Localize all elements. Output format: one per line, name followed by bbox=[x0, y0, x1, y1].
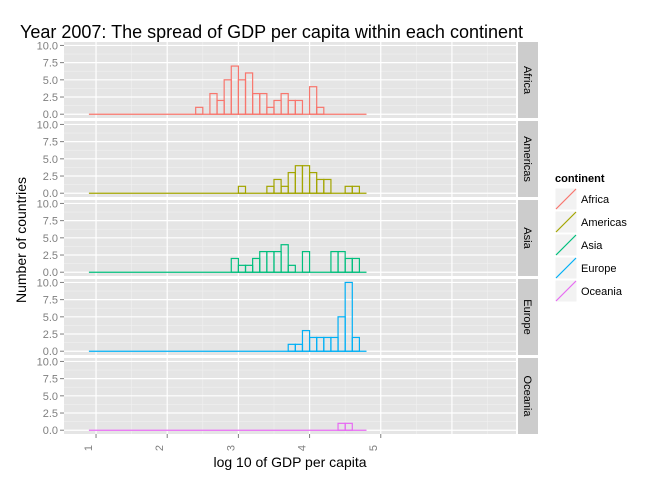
facet-strip bbox=[518, 279, 538, 355]
y-tick-label: 7.5 bbox=[43, 374, 58, 386]
histogram-bar-africa bbox=[259, 92, 268, 115]
histogram-bar-americas bbox=[351, 185, 361, 194]
legend-label: Europe bbox=[581, 263, 616, 275]
y-tick-label: 10.0 bbox=[37, 198, 58, 210]
legend-label: Oceania bbox=[581, 286, 623, 298]
facet-panel-asia: 0.0 2.5 5.0 7.5 10.0 Asia bbox=[37, 198, 538, 279]
legend-title: continent bbox=[555, 173, 605, 185]
legend-label: Asia bbox=[581, 240, 603, 252]
y-tick-label: 5.0 bbox=[43, 233, 58, 245]
legend-item-europe: Europe bbox=[554, 256, 616, 280]
legend-key-mark bbox=[555, 211, 577, 233]
legend-item-americas: Americas bbox=[554, 210, 627, 234]
x-tick-label: 2 bbox=[154, 445, 166, 451]
facet-strip bbox=[518, 121, 538, 197]
histogram-bar-americas bbox=[323, 178, 332, 194]
y-tick-label: 10.0 bbox=[37, 356, 58, 368]
histogram-bar-africa bbox=[294, 99, 304, 115]
y-tick-label: 0.0 bbox=[43, 346, 58, 358]
y-tick-label: 0.0 bbox=[43, 109, 58, 121]
facet-panel-africa: 0.0 2.5 5.0 7.5 10.0 Africa bbox=[37, 40, 538, 121]
x-axis-label: log 10 of GDP per capita bbox=[213, 454, 366, 470]
y-tick-label: 0.0 bbox=[43, 425, 58, 437]
y-tick-label: 5.0 bbox=[43, 154, 58, 166]
histogram-bar-africa bbox=[308, 86, 318, 115]
facet-strip-label: Europe bbox=[521, 299, 533, 334]
facet-panel-americas: 0.0 2.5 5.0 7.5 10.0 Americas bbox=[37, 119, 538, 200]
y-tick-label: 5.0 bbox=[43, 75, 58, 87]
histogram-bar-americas bbox=[237, 185, 247, 194]
y-tick-label: 10.0 bbox=[37, 119, 58, 131]
x-tick-label: 3 bbox=[225, 445, 237, 451]
facet-strip-label: Americas bbox=[521, 136, 533, 182]
x-tick-label: 5 bbox=[368, 445, 380, 451]
legend: continent Africa Americas Asia Europe Oceania bbox=[554, 173, 627, 303]
histogram-bar-oceania bbox=[344, 422, 353, 431]
facet-panels: 0.0 2.5 5.0 7.5 10.0 Africa 0.0 2.5 5.0 7.5 10.0 Am… bbox=[37, 40, 538, 437]
y-tick-label: 7.5 bbox=[43, 137, 58, 149]
y-tick-label: 7.5 bbox=[43, 216, 58, 228]
y-tick-label: 7.5 bbox=[43, 295, 58, 307]
y-tick-label: 2.5 bbox=[43, 250, 58, 262]
y-tick-label: 0.0 bbox=[43, 267, 58, 279]
histogram-bar-asia bbox=[351, 257, 361, 273]
x-tick-label: 4 bbox=[297, 445, 309, 451]
y-axis-label: Number of countries bbox=[13, 177, 29, 303]
y-tick-label: 2.5 bbox=[43, 92, 58, 104]
facet-panel-europe: 0.0 2.5 5.0 7.5 10.0 Europe bbox=[37, 277, 538, 358]
facet-strip-label: Oceania bbox=[521, 376, 533, 418]
facet-strip-label: Asia bbox=[521, 227, 533, 249]
y-tick-label: 7.5 bbox=[43, 58, 58, 70]
histogram-bar-asia bbox=[287, 264, 296, 273]
x-tick-label: 1 bbox=[83, 445, 95, 451]
y-tick-label: 2.5 bbox=[43, 171, 58, 183]
histogram-bar-europe bbox=[344, 281, 353, 352]
facet-strip bbox=[518, 42, 538, 118]
legend-label: Americas bbox=[581, 217, 627, 229]
facet-strip bbox=[518, 358, 538, 434]
histogram-bar-europe bbox=[351, 336, 361, 352]
legend-label: Africa bbox=[581, 194, 610, 206]
histogram-bar-africa bbox=[316, 106, 325, 115]
y-tick-label: 2.5 bbox=[43, 329, 58, 341]
y-tick-label: 5.0 bbox=[43, 312, 58, 324]
legend-key-mark bbox=[555, 234, 577, 256]
legend-key-mark bbox=[555, 257, 577, 279]
facet-strip bbox=[518, 200, 538, 276]
histogram-bar-africa bbox=[195, 106, 204, 115]
facet-strip-label: Africa bbox=[521, 66, 533, 95]
x-axis: 1 2 3 4 5 bbox=[83, 434, 382, 451]
chart-title: Year 2007: The spread of GDP per capita … bbox=[20, 22, 523, 42]
y-tick-label: 5.0 bbox=[43, 391, 58, 403]
y-tick-label: 10.0 bbox=[37, 40, 58, 52]
y-tick-label: 2.5 bbox=[43, 408, 58, 420]
legend-item-africa: Africa bbox=[554, 187, 610, 211]
y-tick-label: 10.0 bbox=[37, 277, 58, 289]
legend-key-mark bbox=[555, 188, 577, 210]
facet-panel-oceania: 0.0 2.5 5.0 7.5 10.0 Oceania bbox=[37, 356, 538, 437]
legend-item-oceania: Oceania bbox=[554, 279, 623, 303]
legend-key-mark bbox=[555, 280, 577, 302]
legend-item-asia: Asia bbox=[554, 233, 603, 257]
histogram-bar-asia bbox=[280, 244, 289, 273]
histogram-bar-asia bbox=[301, 250, 311, 273]
y-tick-label: 0.0 bbox=[43, 188, 58, 200]
